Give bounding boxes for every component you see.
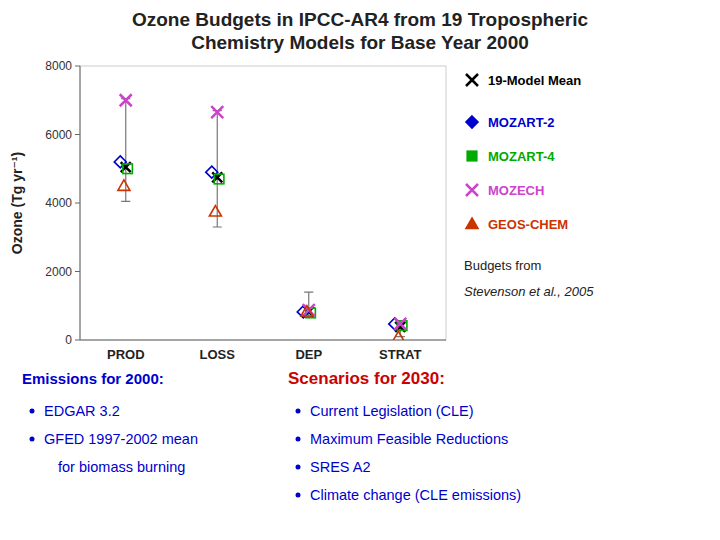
title: Ozone Budgets in IPCC-AR4 from 19 Tropos… — [132, 9, 588, 30]
note-item: for biomass burning — [58, 459, 185, 475]
error-bar — [121, 99, 130, 202]
legend-label: MOZECH — [488, 183, 544, 198]
x-tick-label: PROD — [107, 347, 145, 362]
x-tick-label: STRAT — [379, 347, 421, 362]
y-tick — [75, 340, 80, 341]
bullet — [30, 409, 35, 414]
y-tick-label: 0 — [65, 333, 72, 347]
bullet — [296, 437, 301, 442]
y-tick-label: 6000 — [45, 128, 72, 142]
legend-marker — [466, 218, 478, 229]
bullet — [296, 409, 301, 414]
point — [214, 174, 224, 184]
bullet — [296, 465, 301, 470]
plot-area — [80, 66, 446, 340]
x-axis — [80, 340, 446, 341]
note-title: Emissions for 2000: — [22, 370, 164, 387]
y-axis-label: Ozone (Tg yr⁻¹) — [9, 152, 25, 254]
point — [118, 180, 130, 191]
reference-text: Stevenson et al., 2005 — [464, 284, 594, 299]
background — [0, 0, 720, 540]
note-title: Scenarios for 2030: — [288, 369, 445, 388]
point — [209, 206, 221, 217]
y-tick — [75, 134, 80, 135]
y-axis — [80, 66, 81, 340]
note-item: SRES A2 — [310, 459, 370, 475]
point — [392, 331, 404, 340]
marks — [114, 94, 407, 340]
legend-label: 19-Model Mean — [488, 73, 581, 88]
legend-marker — [466, 184, 478, 196]
subtitle: Chemistry Models for Base Year 2000 — [191, 32, 529, 53]
note-item: Maximum Feasible Reductions — [310, 431, 508, 447]
note-item: EDGAR 3.2 — [44, 403, 120, 419]
y-tick-label: 4000 — [45, 196, 72, 210]
bullet — [30, 437, 35, 442]
y-tick-label: 2000 — [45, 265, 72, 279]
point — [301, 306, 313, 317]
point — [123, 164, 133, 174]
x-tick-label: LOSS — [200, 347, 236, 362]
reference-text: Budgets from — [464, 258, 541, 273]
point — [211, 106, 223, 118]
legend-marker — [466, 74, 478, 86]
y-tick-label: 8000 — [45, 59, 72, 73]
legend-marker — [467, 151, 477, 161]
note-item: Climate change (CLE emissions) — [310, 487, 521, 503]
legend-label: GEOS-CHEM — [488, 217, 568, 232]
note-item: GFED 1997-2002 mean — [44, 431, 198, 447]
point — [114, 156, 126, 168]
x-tick-label: DEP — [295, 347, 322, 362]
bullet — [296, 493, 301, 498]
chart: Ozone Budgets in IPCC-AR4 from 19 Tropos… — [0, 0, 720, 540]
point — [394, 318, 406, 330]
legend-label: MOZART-2 — [488, 115, 554, 130]
point — [206, 166, 218, 178]
legend-label: MOZART-4 — [488, 149, 555, 164]
y-tick — [75, 203, 80, 204]
note-item: Current Legislation (CLE) — [310, 403, 474, 419]
y-tick — [75, 271, 80, 272]
y-tick — [75, 66, 80, 67]
point — [120, 94, 132, 106]
legend-marker — [466, 116, 478, 128]
